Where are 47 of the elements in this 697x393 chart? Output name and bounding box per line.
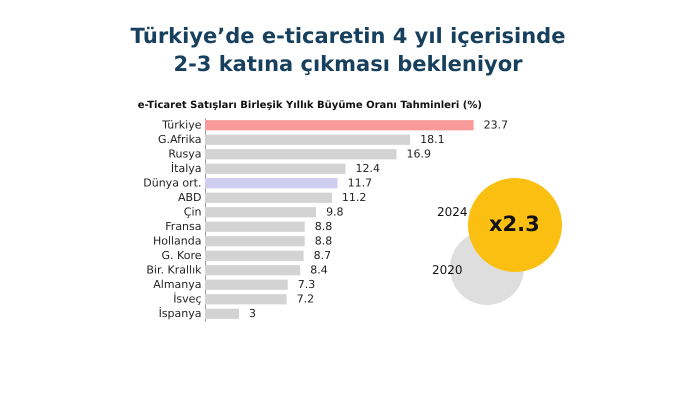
bar [205,308,239,319]
data-label: 3 [249,306,256,320]
bar [205,120,474,130]
y-tick-label: İsveç [173,291,202,306]
y-tick-label: İtalya [170,160,202,175]
y-tick-label: Almanya [153,278,202,291]
bar [205,265,300,276]
y-tick-label: Türkiye [161,118,202,132]
bar [205,207,316,218]
data-label: 18.1 [420,132,445,146]
bar [205,294,287,304]
data-label: 7.3 [298,278,316,291]
data-label: 11.7 [348,176,372,190]
bar [205,178,338,188]
data-label: 7.2 [296,292,314,306]
annotation: 2020 [432,263,463,277]
bar [205,280,288,290]
bar [205,134,410,145]
bar [205,222,305,232]
data-label: 8.4 [310,263,328,276]
y-tick-label: G.Afrika [158,132,202,146]
y-tick-label: Çin [184,205,202,218]
text: x2.3 [489,212,540,236]
data-label: 8.8 [314,220,332,233]
y-tick-label: İspanya [158,306,202,320]
y-tick-label: Hollanda [152,234,202,248]
data-label: 16.9 [406,147,432,160]
chart-title: Türkiye’de e-ticaretin 4 yıl içerisinde 2-3 katına çıkması bekleniyor [130,23,566,78]
data-label: 9.8 [326,205,344,218]
annotation: 2024 [437,205,468,219]
data-label: 12.4 [356,162,380,175]
data-label: 11.2 [342,190,366,204]
y-tick-label: Bir. Krallık [146,263,202,276]
data-label: 8.7 [314,248,332,262]
y-tick-label: Rusya [168,147,202,160]
y-tick-label: Dünya ort. [143,176,202,190]
data-label: 23.7 [484,118,508,132]
bar [205,164,346,174]
bar [205,236,305,246]
chart-subtitle: e-Ticaret Satışları Birleşik Yıllık Büyüme Oranı Tahminleri (%) [138,100,482,111]
bar [205,192,332,203]
bar [205,149,397,160]
y-tick-label: Fransa [165,220,202,233]
data-label: 8.8 [314,234,332,248]
y-tick-label: ABD [178,190,202,204]
y-tick-label: G. Kore [162,248,202,262]
bar [205,250,304,261]
